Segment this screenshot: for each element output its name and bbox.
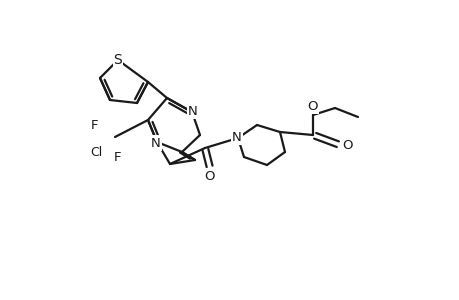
Text: S: S — [113, 53, 122, 67]
Text: O: O — [204, 169, 215, 182]
Text: O: O — [307, 100, 318, 112]
Text: F: F — [114, 151, 122, 164]
Text: O: O — [342, 139, 353, 152]
Text: F: F — [91, 118, 99, 131]
Text: N: N — [151, 136, 161, 149]
Text: N: N — [232, 130, 241, 143]
Text: Cl: Cl — [90, 146, 102, 158]
Text: N: N — [188, 104, 197, 118]
